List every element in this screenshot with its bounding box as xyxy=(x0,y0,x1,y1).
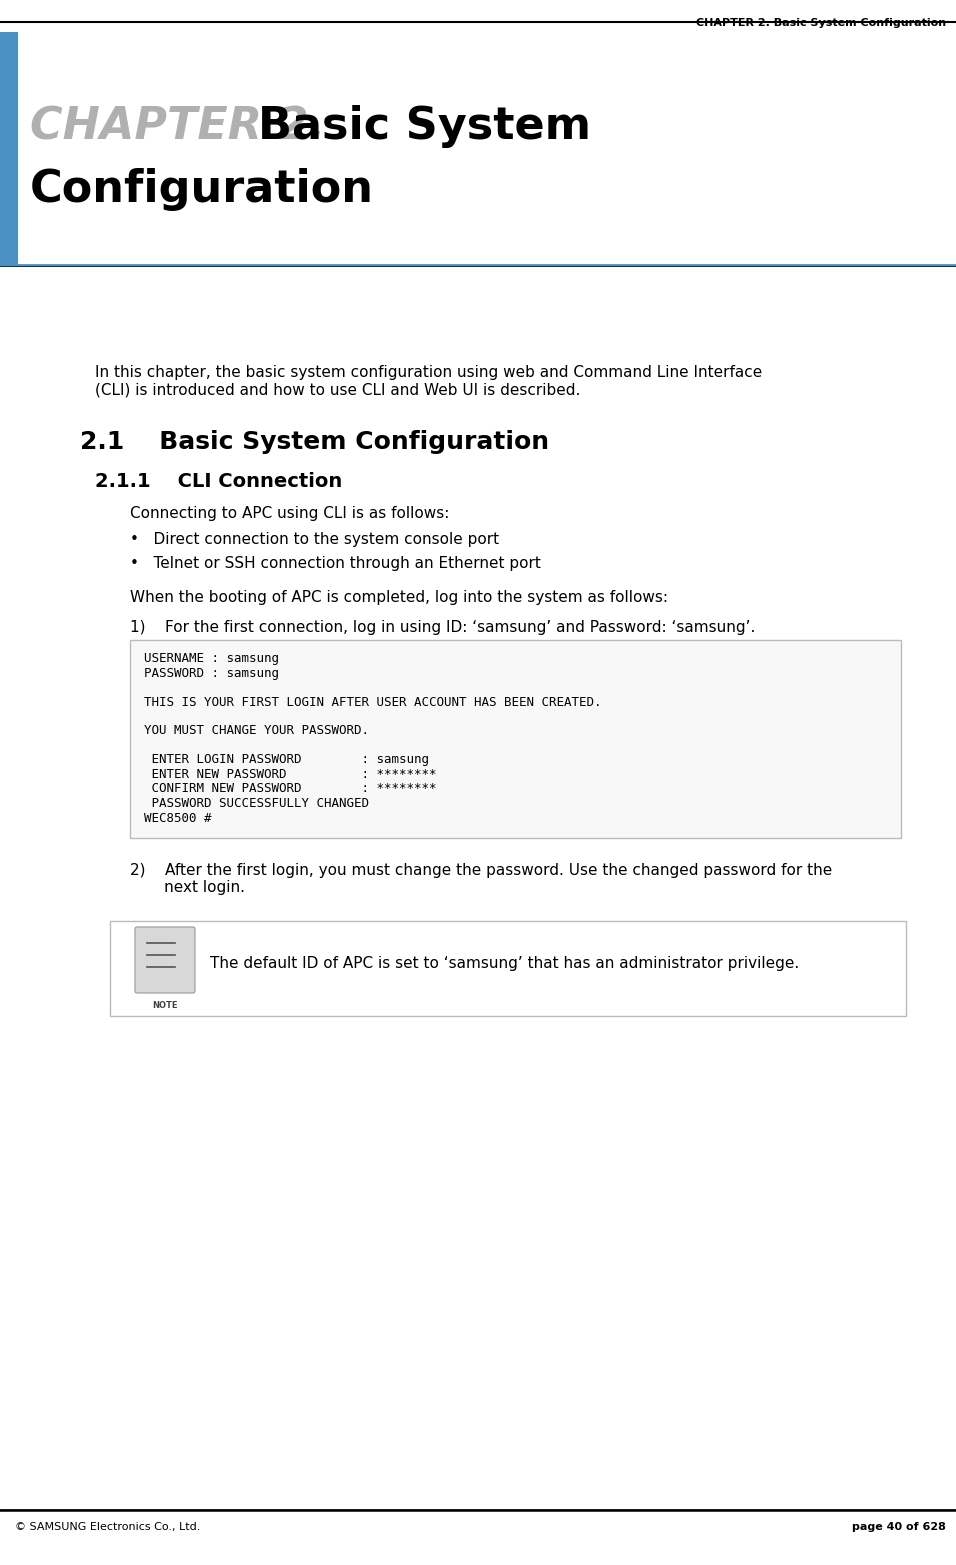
Bar xyxy=(0,31,18,264)
Text: PASSWORD SUCCESSFULLY CHANGED: PASSWORD SUCCESSFULLY CHANGED xyxy=(144,797,369,811)
Text: CONFIRM NEW PASSWORD        : ********: CONFIRM NEW PASSWORD : ******** xyxy=(144,782,437,795)
Text: NOTE: NOTE xyxy=(152,1002,178,1009)
FancyBboxPatch shape xyxy=(135,926,195,994)
Text: CHAPTER 2.: CHAPTER 2. xyxy=(30,105,325,149)
FancyBboxPatch shape xyxy=(130,640,901,837)
Text: WEC8500 #: WEC8500 # xyxy=(144,812,211,825)
Text: Basic System: Basic System xyxy=(258,105,591,149)
Text: In this chapter, the basic system configuration using web and Command Line Inter: In this chapter, the basic system config… xyxy=(95,365,762,398)
Text: 1)    For the first connection, log in using ID: ‘samsung’ and Password: ‘samsun: 1) For the first connection, log in usin… xyxy=(130,620,755,635)
Text: PASSWORD : samsung: PASSWORD : samsung xyxy=(144,667,279,679)
Text: ENTER LOGIN PASSWORD        : samsung: ENTER LOGIN PASSWORD : samsung xyxy=(144,753,429,767)
Text: ENTER NEW PASSWORD          : ********: ENTER NEW PASSWORD : ******** xyxy=(144,768,437,781)
Text: CHAPTER 2. Basic System Configuration: CHAPTER 2. Basic System Configuration xyxy=(696,19,946,28)
Text: •   Direct connection to the system console port: • Direct connection to the system consol… xyxy=(130,532,499,548)
Text: Connecting to APC using CLI is as follows:: Connecting to APC using CLI is as follow… xyxy=(130,505,449,521)
Text: page 40 of 628: page 40 of 628 xyxy=(852,1523,946,1532)
Text: USERNAME : samsung: USERNAME : samsung xyxy=(144,653,279,665)
Text: The default ID of APC is set to ‘samsung’ that has an administrator privilege.: The default ID of APC is set to ‘samsung… xyxy=(210,956,799,970)
Text: © SAMSUNG Electronics Co., Ltd.: © SAMSUNG Electronics Co., Ltd. xyxy=(15,1523,201,1532)
Text: YOU MUST CHANGE YOUR PASSWORD.: YOU MUST CHANGE YOUR PASSWORD. xyxy=(144,725,369,737)
Text: 2.1    Basic System Configuration: 2.1 Basic System Configuration xyxy=(80,430,549,454)
FancyBboxPatch shape xyxy=(110,920,906,1016)
Text: Configuration: Configuration xyxy=(30,167,374,211)
Text: When the booting of APC is completed, log into the system as follows:: When the booting of APC is completed, lo… xyxy=(130,590,668,606)
Text: 2)    After the first login, you must change the password. Use the changed passw: 2) After the first login, you must chang… xyxy=(130,862,833,895)
Text: THIS IS YOUR FIRST LOGIN AFTER USER ACCOUNT HAS BEEN CREATED.: THIS IS YOUR FIRST LOGIN AFTER USER ACCO… xyxy=(144,695,601,709)
Text: •   Telnet or SSH connection through an Ethernet port: • Telnet or SSH connection through an Et… xyxy=(130,556,541,571)
Text: 2.1.1    CLI Connection: 2.1.1 CLI Connection xyxy=(95,473,342,491)
